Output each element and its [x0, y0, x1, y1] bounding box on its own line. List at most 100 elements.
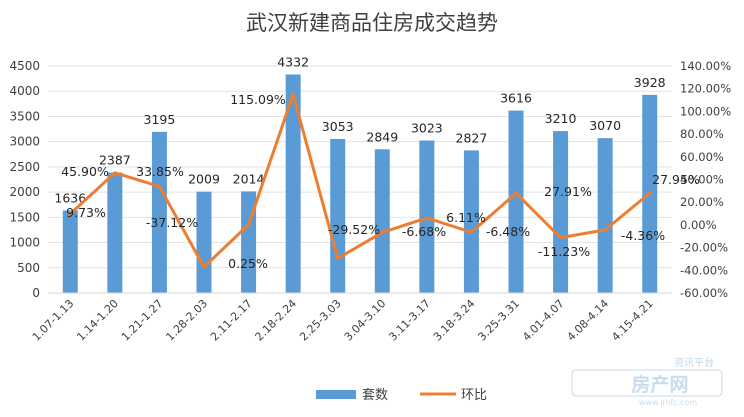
line-data-label: 9.73%: [66, 205, 106, 220]
line-data-label: -11.23%: [538, 244, 590, 259]
bar-data-label: 3070: [589, 118, 621, 133]
right-axis: -60.00% -40.00% -20.00% 0.00% 20.00% 40.00% 60…: [680, 59, 731, 300]
x-axis-labels: 1.07-1.131.14-1.201.21-1.271.28-2.032.11…: [30, 297, 656, 344]
x-tick-label: 4.15-4.21: [609, 297, 656, 344]
right-tick-label: 40.00%: [680, 173, 724, 187]
line-data-label: 27.95%: [652, 172, 700, 187]
legend-line-label: 环比: [461, 388, 487, 403]
bar: [597, 138, 613, 293]
bar-data-label: 3023: [411, 121, 443, 136]
bar-data-label: 4332: [277, 54, 309, 69]
bar: [330, 138, 346, 293]
line-point: [247, 223, 251, 227]
bar-data-label: 2009: [188, 172, 220, 187]
bar-labels: 1636 2387 3195 2009 2014 4332 3053 2849 3023 2827…: [54, 54, 665, 205]
watermark-logo: 资讯平台 房产网 www.lmfc.com: [571, 356, 723, 407]
left-tick-label: 0: [32, 286, 40, 300]
bar-data-label: 1636: [54, 190, 86, 205]
x-tick-label: 2.11-2.17: [208, 297, 255, 344]
line-point: [113, 171, 117, 175]
watermark-tag: 资讯平台: [674, 356, 714, 369]
left-tick-label: 1000: [9, 236, 40, 250]
line-point: [336, 256, 340, 260]
legend-bar-label: 套数: [362, 387, 388, 403]
right-tick-label: 60.00%: [680, 150, 724, 164]
right-tick-label: -20.00%: [680, 241, 728, 255]
line-point: [648, 191, 652, 195]
x-tick-label: 4.01-4.07: [520, 297, 567, 344]
x-tick-label: 1.14-1.20: [74, 297, 121, 344]
right-tick-label: -60.00%: [680, 286, 728, 300]
bar-data-label: 3616: [500, 91, 532, 106]
line-data-label: 27.91%: [544, 184, 592, 199]
line-point: [514, 191, 518, 195]
bar-data-label: 3210: [545, 111, 577, 126]
bar: [285, 74, 301, 293]
bar-data-label: 3195: [144, 112, 176, 127]
line-point: [559, 236, 563, 240]
left-tick-label: 2500: [9, 160, 40, 174]
line-point: [425, 216, 429, 220]
bar: [107, 172, 123, 293]
line-point: [68, 212, 72, 216]
left-tick-label: 3500: [9, 109, 40, 123]
x-tick-label: 1.21-1.27: [119, 297, 166, 344]
x-tick-label: 3.18-3.24: [431, 297, 478, 344]
left-tick-label: 4000: [9, 84, 40, 98]
left-tick-label: 3000: [9, 135, 40, 149]
line-data-label: -29.52%: [328, 222, 380, 237]
line-data-label: -6.48%: [486, 224, 530, 239]
legend-bar-swatch: [316, 390, 356, 399]
x-tick-label: 3.25-3.31: [475, 297, 522, 344]
line-data-label: -4.36%: [621, 228, 665, 243]
bar-data-label: 3053: [322, 119, 354, 134]
bar-data-label: 2014: [233, 171, 265, 186]
watermark-badge: [571, 369, 723, 397]
bar-data-label: 2387: [99, 153, 131, 168]
bar: [553, 131, 569, 293]
left-tick-label: 500: [17, 261, 40, 275]
right-tick-label: 20.00%: [680, 195, 724, 209]
watermark-url: www.lmfc.com: [639, 398, 698, 407]
bar-data-label: 2849: [366, 129, 398, 144]
x-tick-label: 2.25-3.03: [297, 297, 344, 344]
right-tick-label: 100.00%: [680, 104, 731, 118]
bar-data-label: 2827: [456, 130, 488, 145]
bar: [374, 149, 390, 293]
line-point: [157, 184, 161, 188]
bar: [196, 191, 212, 293]
line-point: [202, 265, 206, 269]
line-labels: 9.73% 45.90% 33.85% -37.12% 0.25% 115.09% -29.…: [61, 92, 700, 271]
x-tick-label: 3.11-3.17: [386, 297, 433, 344]
line-data-label: -37.12%: [146, 215, 198, 230]
line-point: [469, 230, 473, 234]
x-tick-label: 4.08-4.14: [565, 297, 612, 344]
x-tick-label: 2.18-2.24: [253, 297, 300, 344]
line-series: [68, 92, 652, 269]
line-point: [380, 230, 384, 234]
right-tick-label: -40.00%: [680, 263, 728, 277]
x-tick-label: 3.04-3.10: [342, 297, 389, 344]
bar: [151, 131, 167, 293]
line-data-label: 45.90%: [61, 164, 109, 179]
right-tick-label: 120.00%: [680, 82, 731, 96]
watermark-brand: 房产网: [631, 373, 688, 396]
left-tick-label: 1500: [9, 210, 40, 224]
line-data-label: -6.68%: [402, 224, 446, 239]
line-data-label: 33.85%: [136, 164, 184, 179]
x-tick-label: 1.28-2.03: [163, 297, 210, 344]
bar-data-label: 3928: [634, 75, 666, 90]
bar: [463, 150, 479, 293]
left-tick-label: 4500: [9, 59, 40, 73]
left-tick-label: 2000: [9, 185, 40, 199]
bar: [62, 210, 78, 293]
bar: [508, 110, 524, 293]
x-tick-label: 1.07-1.13: [30, 297, 77, 344]
right-tick-label: 140.00%: [680, 59, 731, 73]
right-tick-label: 80.00%: [680, 127, 724, 141]
line-data-label: 115.09%: [230, 92, 286, 107]
chart-title: 武汉新建商品住房成交趋势: [246, 11, 498, 35]
line-point: [291, 92, 295, 96]
